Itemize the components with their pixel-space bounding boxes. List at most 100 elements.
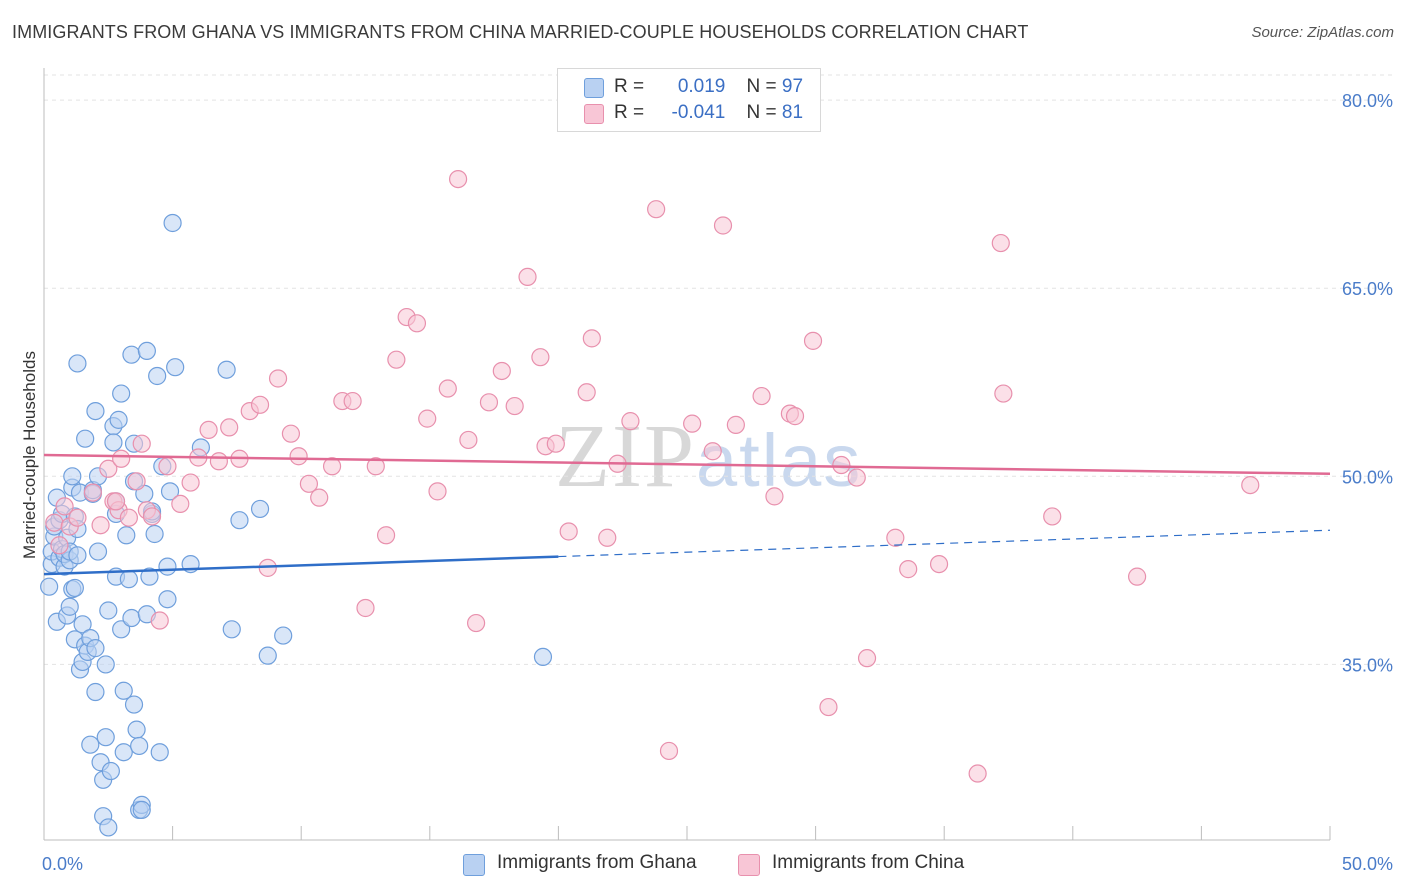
- ghana-point: [274, 626, 293, 645]
- ghana-point: [63, 467, 82, 486]
- ghana-point: [65, 578, 84, 598]
- china-point: [99, 459, 118, 478]
- axes: [43, 68, 1331, 841]
- ghana-point: [109, 410, 128, 429]
- china-point: [199, 420, 218, 440]
- ghana-point: [86, 401, 105, 421]
- stats-legend: R = 0.019 N = 97 R = -0.041 N = 81: [557, 68, 821, 132]
- ghana-point: [119, 570, 138, 589]
- china-point: [127, 472, 146, 491]
- china-point: [546, 434, 565, 453]
- ghana-point: [112, 620, 131, 639]
- china-point: [994, 384, 1013, 403]
- ghana-point: [145, 524, 164, 544]
- china-point: [518, 267, 537, 287]
- china-point: [68, 508, 87, 527]
- ghana-point: [130, 736, 149, 756]
- china-point: [492, 361, 511, 381]
- ghana-trend-line: [43, 555, 559, 576]
- china-point: [459, 430, 478, 450]
- china-point: [713, 216, 733, 235]
- china-point: [407, 314, 427, 333]
- ghana-point: [222, 620, 241, 639]
- y-tick-label: 35.0%: [1342, 655, 1393, 675]
- china-point: [647, 200, 666, 219]
- china-point: [83, 483, 102, 502]
- ghana-point: [73, 615, 92, 634]
- x-tick-label: 50.0%: [1342, 854, 1393, 874]
- china-point: [142, 507, 162, 526]
- bottom-ghana-label: Immigrants from Ghana: [497, 852, 697, 873]
- ghana-point: [68, 546, 87, 565]
- legend-china-text: R = -0.041 N = 81: [614, 102, 803, 124]
- china-point: [299, 474, 319, 493]
- ghana-point: [76, 429, 95, 448]
- china-point: [847, 468, 866, 487]
- ghana-point: [148, 366, 167, 386]
- x-tick-label: 0.0%: [42, 854, 83, 874]
- ghana-r-value: 0.019: [677, 76, 726, 97]
- china-point: [531, 348, 550, 367]
- ghana-r-label: R =: [614, 76, 650, 97]
- ghana-point: [40, 577, 59, 596]
- china-r-value: -0.041: [671, 102, 726, 123]
- china-point: [209, 452, 228, 471]
- china-point: [1241, 475, 1260, 495]
- china-point: [582, 329, 601, 348]
- ghana-point: [137, 341, 156, 361]
- china-point: [598, 528, 617, 547]
- legend-row-china: R = -0.041 N = 81: [584, 102, 803, 126]
- china-point: [387, 350, 406, 369]
- chart-title: IMMIGRANTS FROM GHANA VS IMMIGRANTS FROM…: [12, 22, 1029, 42]
- ghana-point: [86, 682, 105, 702]
- y-tick-label: 80.0%: [1342, 91, 1393, 111]
- trend-lines: [43, 453, 1331, 576]
- y-tick-label: 50.0%: [1342, 467, 1393, 487]
- ghana-point: [114, 681, 133, 700]
- china-point: [45, 513, 64, 532]
- ghana-point: [217, 360, 236, 379]
- china-point: [832, 455, 851, 475]
- source-label: Source: ZipAtlas.com: [1251, 24, 1394, 41]
- china-point: [559, 522, 578, 541]
- bottom-china-label: Immigrants from China: [772, 852, 965, 873]
- china-point: [289, 447, 308, 466]
- china-point: [171, 494, 190, 514]
- ghana-point: [60, 597, 79, 616]
- ghana-point: [122, 608, 141, 628]
- china-point: [479, 393, 499, 412]
- ghana-point: [122, 345, 141, 364]
- china-point: [50, 536, 69, 555]
- china-swatch: [584, 104, 604, 124]
- china-point: [268, 369, 288, 388]
- china-point: [765, 487, 784, 506]
- china-point: [376, 526, 396, 545]
- ghana-point: [86, 639, 105, 658]
- y-tick-label: 65.0%: [1342, 279, 1393, 299]
- china-point: [857, 649, 877, 668]
- ghana-point: [101, 761, 120, 781]
- china-point: [181, 473, 200, 492]
- china-point: [281, 424, 301, 443]
- china-point: [819, 697, 838, 717]
- ghana-point: [81, 735, 100, 754]
- ghana-point: [117, 526, 136, 545]
- ghana-point: [124, 695, 144, 714]
- china-point: [91, 516, 110, 535]
- ghana-point: [158, 557, 177, 576]
- china-point: [803, 331, 823, 350]
- china-point: [106, 492, 126, 511]
- china-point: [726, 415, 745, 434]
- legend-row-ghana: R = 0.019 N = 97: [584, 76, 803, 100]
- china-point: [343, 391, 362, 411]
- y-axis-label: Married-couple Households: [20, 351, 39, 559]
- china-point: [438, 379, 457, 398]
- china-point: [366, 457, 385, 476]
- ghana-point: [68, 354, 87, 373]
- bottom-ghana-swatch: [463, 854, 485, 876]
- china-point: [1043, 507, 1062, 526]
- china-point: [1127, 567, 1147, 586]
- china-r-label: R =: [614, 102, 650, 123]
- china-point: [899, 560, 918, 579]
